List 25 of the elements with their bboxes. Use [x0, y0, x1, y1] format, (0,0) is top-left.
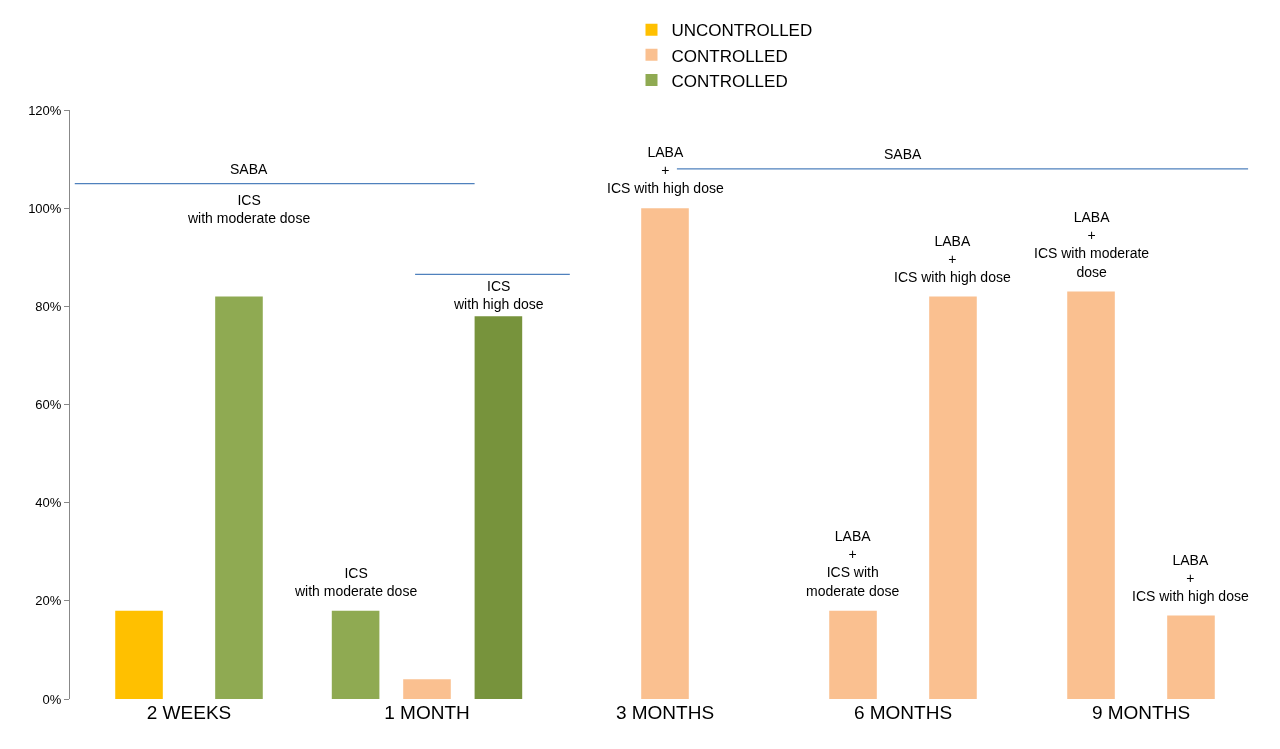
- y-tick-label: 60%: [35, 397, 62, 413]
- y-tick-label: 100%: [28, 200, 62, 216]
- annotation: ICS with high dose: [453, 278, 544, 313]
- x-tick-label: 1 MONTH: [384, 702, 470, 723]
- x-tick-label: 2 WEEKS: [146, 702, 232, 723]
- legend-label: CONTROLLED: [671, 46, 788, 66]
- y-tick-label: 20%: [35, 593, 62, 609]
- y-tick-label: 0%: [42, 691, 62, 707]
- annotation: SABA: [230, 161, 269, 177]
- y-tick-label: 40%: [35, 495, 62, 511]
- x-tick-label: 6 MONTHS: [853, 702, 953, 723]
- annotation: ICS with moderate dose: [187, 192, 311, 227]
- annotation: SABA: [884, 146, 923, 162]
- y-tick-label: 120%: [28, 102, 62, 118]
- y-tick-label: 80%: [35, 298, 62, 314]
- x-tick-label: 9 MONTHS: [1091, 702, 1191, 723]
- annotation: LABA + ICS with high dose: [607, 144, 724, 197]
- x-tick-label: 3 MONTHS: [615, 702, 715, 723]
- legend-label: UNCONTROLLED: [671, 21, 813, 41]
- annotation: LABA + ICS with high dose: [894, 233, 1011, 286]
- legend-label: CONTROLLED: [671, 71, 788, 91]
- annotation: LABA + ICS with moderate dose: [1034, 209, 1150, 280]
- annotation: ICS with moderate dose: [294, 565, 418, 600]
- annotation: LABA + ICS with moderate dose: [806, 528, 900, 599]
- annotation: LABA + ICS with high dose: [1132, 552, 1249, 605]
